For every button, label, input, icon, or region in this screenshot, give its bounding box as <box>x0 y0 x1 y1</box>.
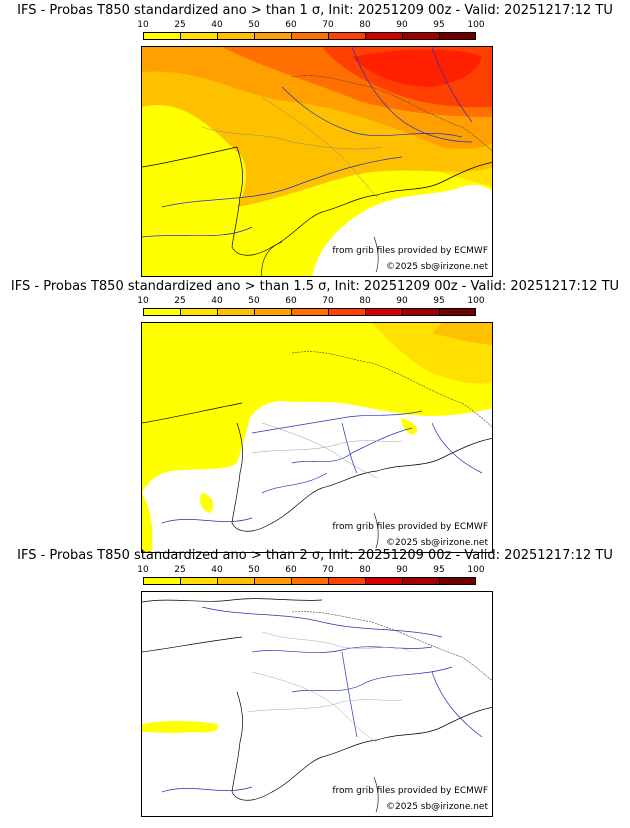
colorbar-tick: 50 <box>248 565 260 575</box>
colorbar-tick: 100 <box>467 20 485 30</box>
shading-75 <box>352 49 482 87</box>
colorbar-swatch <box>143 577 181 585</box>
colorbar-tick: 90 <box>396 565 408 575</box>
colorbar-swatch <box>439 32 476 40</box>
panel-title: IFS - Probas T850 standardized ano > tha… <box>17 548 613 563</box>
colorbar-swatch <box>291 577 329 585</box>
shading-10 <box>142 323 492 493</box>
credit-source: from grib files provided by ECMWF <box>332 246 488 256</box>
colorbar-swatch <box>143 32 181 40</box>
colorbar-swatch <box>365 577 403 585</box>
colorbar-tick: 25 <box>174 20 186 30</box>
colorbar-swatch <box>402 577 440 585</box>
colorbar-swatch <box>439 577 476 585</box>
credit-site: ©2025 sb@irizone.net <box>386 802 488 812</box>
colorbar-tick: 70 <box>322 565 334 575</box>
colorbar-tick: 10 <box>137 565 149 575</box>
map-panel-2sigma: IFS - Probas T850 standardized ano > tha… <box>0 545 630 821</box>
colorbar-tick: 40 <box>211 565 223 575</box>
colorbar-swatch <box>254 577 292 585</box>
colorbar-tick: 10 <box>137 20 149 30</box>
colorbar-tick: 95 <box>433 565 445 575</box>
colorbar-tick: 60 <box>285 565 297 575</box>
colorbar-swatch <box>328 577 366 585</box>
colorbar-tick: 90 <box>396 296 408 306</box>
colorbar-swatch <box>291 32 329 40</box>
low-probability-area <box>312 184 492 276</box>
colorbar-swatch <box>402 308 440 316</box>
shading-10 <box>142 721 219 733</box>
shading-40 <box>432 323 492 345</box>
colorbar-swatch <box>254 32 292 40</box>
colorbar-swatch <box>180 308 218 316</box>
colorbar-tick: 40 <box>211 20 223 30</box>
colorbar-swatch <box>365 308 403 316</box>
colorbar-swatch <box>143 308 181 316</box>
colorbar-swatch <box>328 32 366 40</box>
probability-map: from grib files provided by ECMWF ©2025 … <box>141 46 493 277</box>
colorbar-swatch <box>217 32 255 40</box>
colorbar-swatch <box>217 577 255 585</box>
colorbar-swatch <box>180 577 218 585</box>
colorbar-tick: 60 <box>285 296 297 306</box>
colorbar: 10 25 40 50 60 70 80 90 95 100 <box>137 296 485 318</box>
colorbar-tick: 80 <box>359 20 371 30</box>
colorbar-tick: 70 <box>322 296 334 306</box>
colorbar-swatch <box>291 308 329 316</box>
colorbar-tick: 95 <box>433 20 445 30</box>
colorbar: 10 25 40 50 60 70 80 90 95 100 <box>137 20 485 42</box>
credit-source: from grib files provided by ECMWF <box>332 786 488 796</box>
credit-site: ©2025 sb@irizone.net <box>386 262 488 272</box>
colorbar-swatch <box>180 32 218 40</box>
probability-map: from grib files provided by ECMWF ©2025 … <box>141 591 493 817</box>
colorbar-tick: 60 <box>285 20 297 30</box>
colorbar-tick: 95 <box>433 296 445 306</box>
colorbar-tick: 25 <box>174 296 186 306</box>
colorbar-tick: 90 <box>396 20 408 30</box>
colorbar-tick: 100 <box>467 296 485 306</box>
colorbar-swatch <box>254 308 292 316</box>
colorbar-tick: 80 <box>359 296 371 306</box>
colorbar-swatch <box>439 308 476 316</box>
colorbar-tick: 25 <box>174 565 186 575</box>
colorbar-swatch <box>328 308 366 316</box>
colorbar-tick: 70 <box>322 20 334 30</box>
map-panel-1sigma: IFS - Probas T850 standardized ano > tha… <box>0 0 630 277</box>
colorbar-tick: 50 <box>248 296 260 306</box>
probability-map: from grib files provided by ECMWF ©2025 … <box>141 322 493 553</box>
colorbar-swatch <box>402 32 440 40</box>
colorbar: 10 25 40 50 60 70 80 90 95 100 <box>137 565 485 587</box>
colorbar-swatch <box>365 32 403 40</box>
colorbar-tick: 10 <box>137 296 149 306</box>
credit-site: ©2025 sb@irizone.net <box>386 538 488 548</box>
colorbar-tick: 50 <box>248 20 260 30</box>
colorbar-tick: 100 <box>467 565 485 575</box>
colorbar-tick: 80 <box>359 565 371 575</box>
colorbar-tick: 40 <box>211 296 223 306</box>
panel-title: IFS - Probas T850 standardized ano > tha… <box>10 279 620 294</box>
colorbar-swatch <box>217 308 255 316</box>
map-panel-1-5sigma: IFS - Probas T850 standardized ano > tha… <box>0 276 630 553</box>
panel-title: IFS - Probas T850 standardized ano > tha… <box>17 3 613 18</box>
credit-source: from grib files provided by ECMWF <box>332 522 488 532</box>
